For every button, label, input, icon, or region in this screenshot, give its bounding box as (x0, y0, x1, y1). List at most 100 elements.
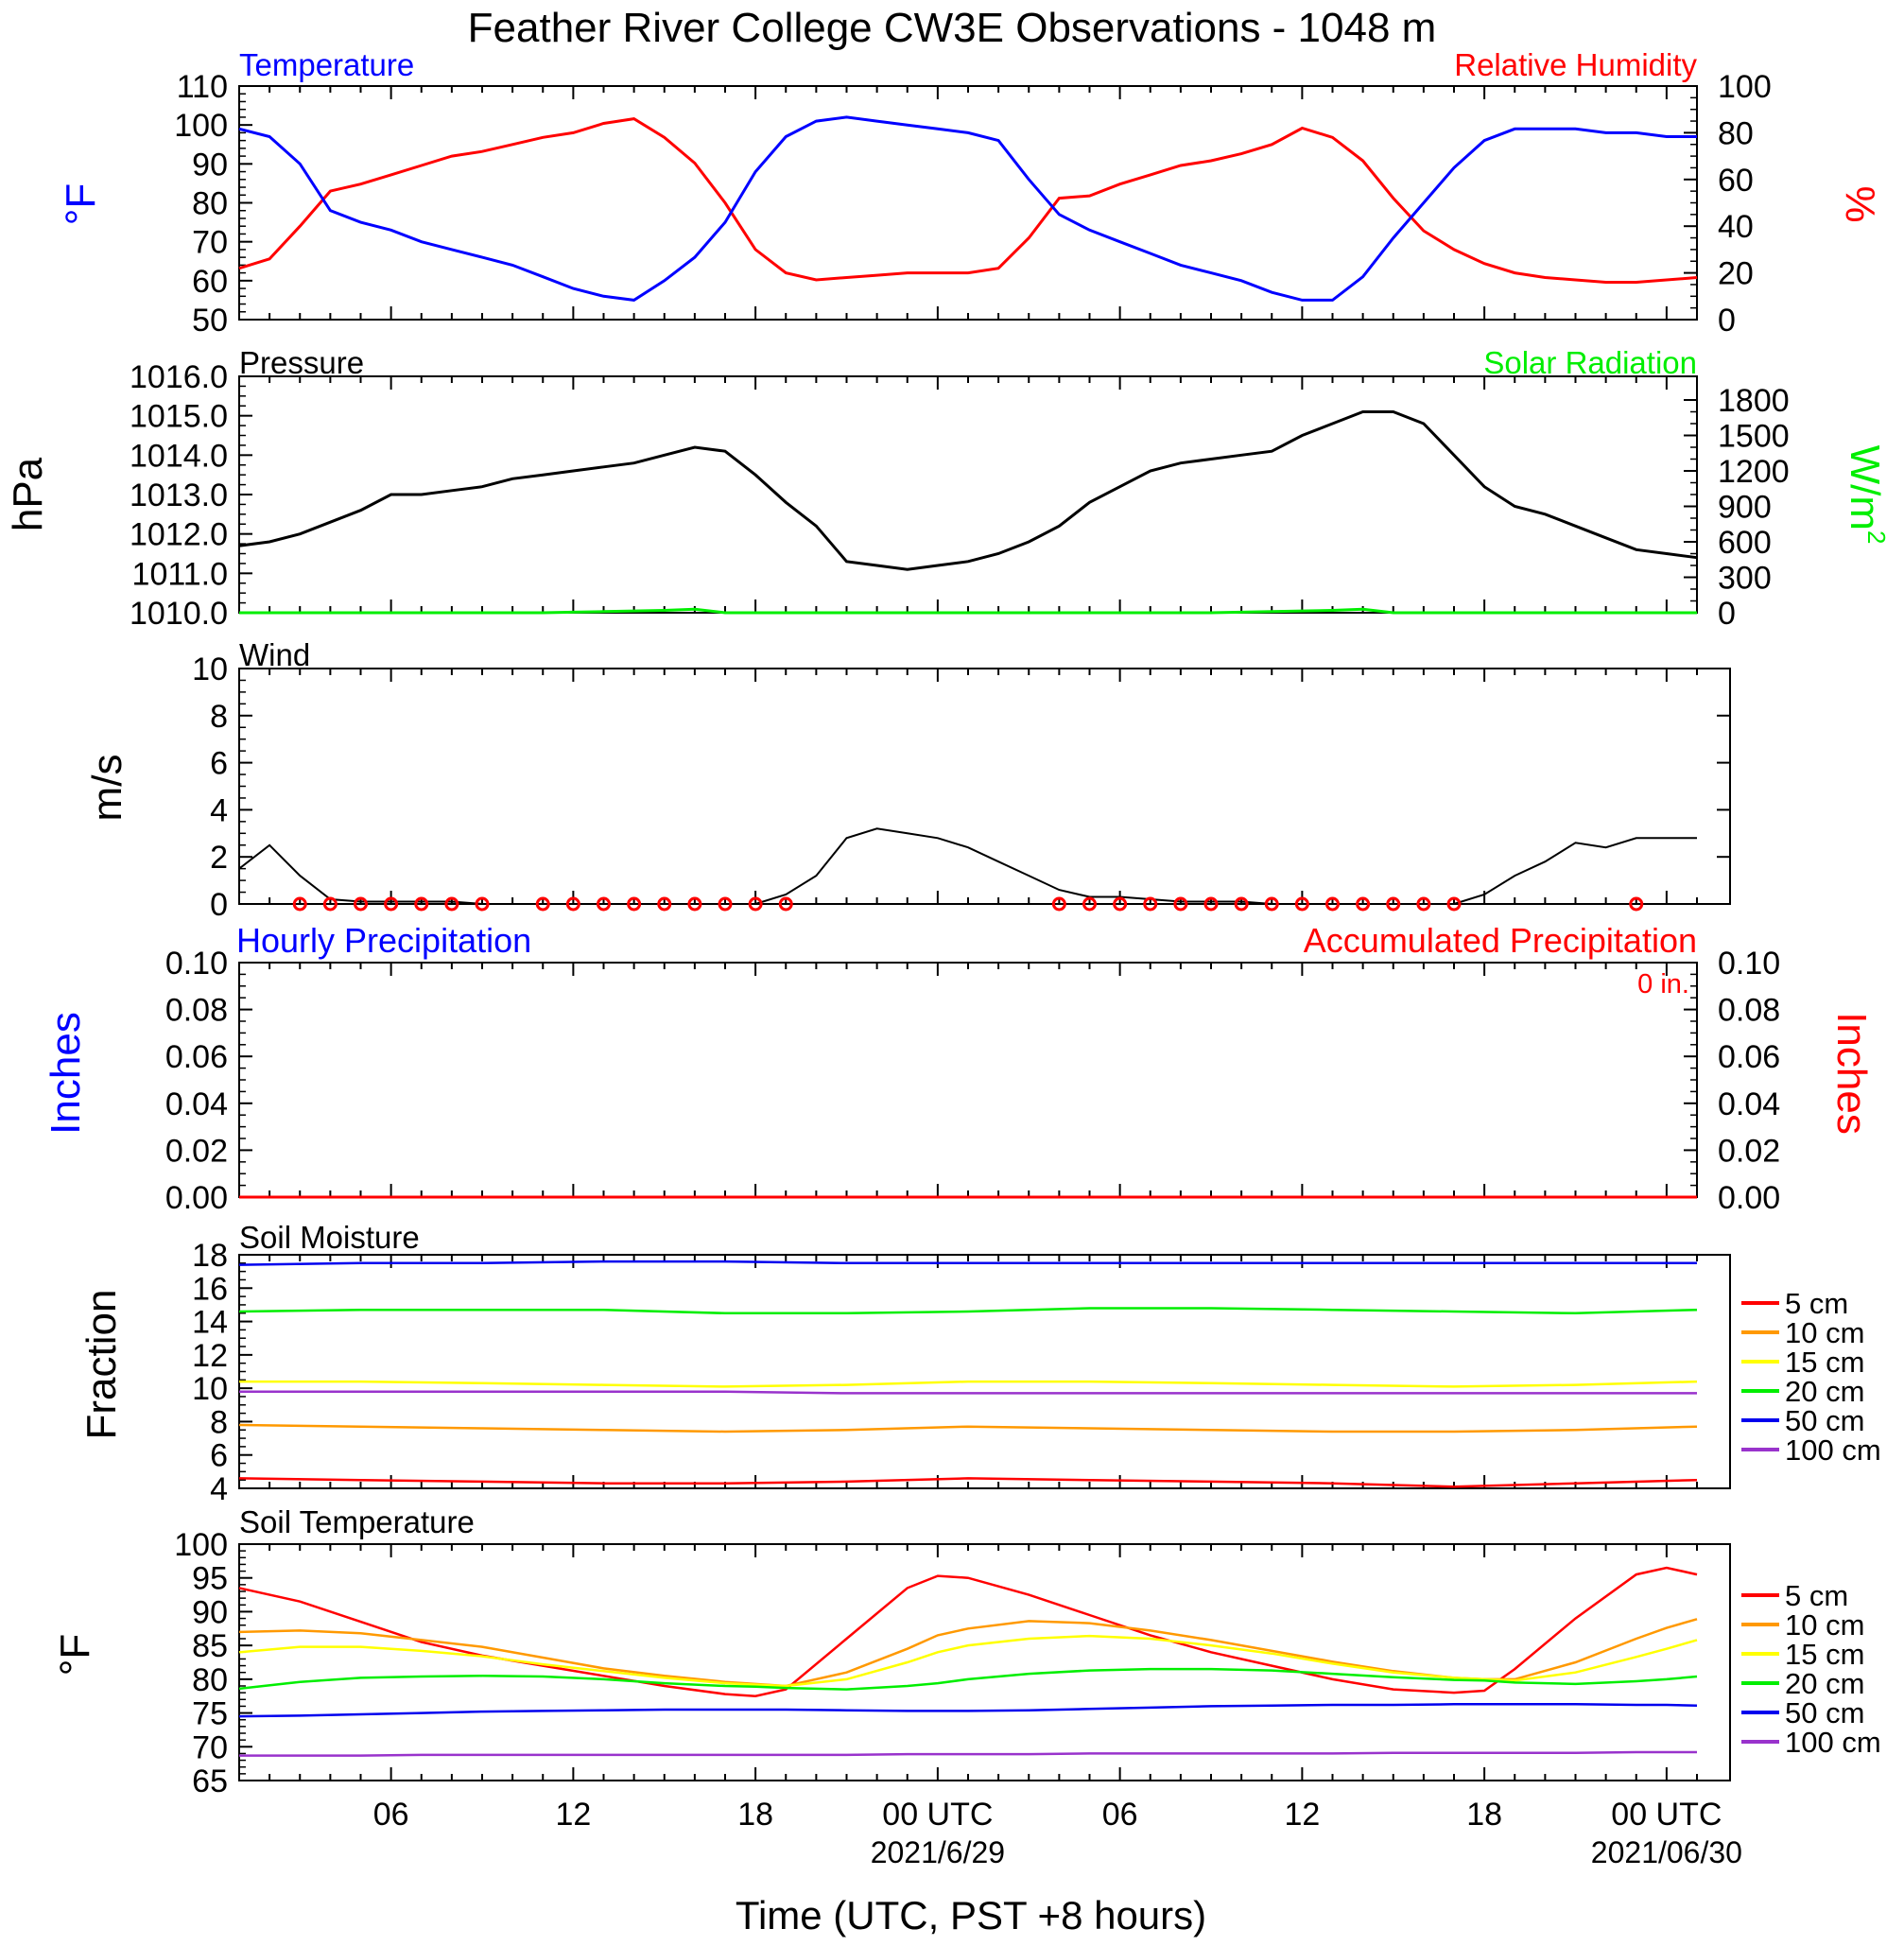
y-tick-label: 0.04 (165, 1086, 228, 1122)
temperature-line (238, 115, 1697, 302)
y-tick-label: 70 (192, 1729, 228, 1765)
x-tick-label: 12 (555, 1797, 591, 1833)
soil-moisture-line (238, 1423, 1698, 1433)
solar-unit: W/m2 (1842, 445, 1891, 545)
soil-temperature-line (238, 1634, 1698, 1688)
calm-wind-marker (1173, 896, 1188, 912)
y-tick-label: 60 (192, 264, 228, 300)
y-tick-label: 18 (192, 1238, 228, 1274)
y-tick-label: 0 (210, 887, 228, 923)
x-tick-label: 18 (1466, 1797, 1502, 1833)
y-tick-label: 0.04 (1718, 1086, 1780, 1122)
calm-wind-marker (718, 896, 733, 912)
pressure-title: Pressure (239, 345, 364, 380)
y-tick-label: 14 (192, 1305, 228, 1341)
accum-precip-title: Accumulated Precipitation (1304, 921, 1697, 960)
y-tick-label: 1014.0 (130, 438, 228, 474)
y-tick-label: 1015.0 (130, 399, 228, 435)
y-tick-label: 100 (1718, 69, 1772, 105)
y-tick-label: 0.00 (1718, 1180, 1780, 1216)
y-tick-label: 80 (192, 1662, 228, 1698)
y-tick-label: 80 (1718, 115, 1754, 151)
pressure-line (238, 410, 1698, 571)
calm-wind-marker (1082, 896, 1097, 912)
calm-wind-marker (1386, 896, 1401, 912)
legend-label: 100 cm (1785, 1433, 1881, 1467)
legend-label: 5 cm (1785, 1579, 1848, 1612)
plot-frame (238, 85, 1698, 321)
plot-frame (238, 1254, 1731, 1489)
y-tick-label: 6 (210, 746, 228, 782)
x-tick-label: 00 UTC (882, 1797, 993, 1833)
y-tick-label: 0.08 (1718, 993, 1780, 1029)
y-tick-label: 300 (1718, 561, 1772, 597)
legend-label: 50 cm (1785, 1404, 1864, 1437)
calm-wind-marker (1416, 896, 1431, 912)
y-tick-label: 60 (1718, 163, 1754, 199)
pressure-unit: hPa (5, 457, 51, 531)
y-tick-label: 600 (1718, 525, 1772, 561)
soil-temperature-line (238, 1667, 1698, 1691)
soil-temperature-title: Soil Temperature (239, 1504, 475, 1539)
y-tick-label: 80 (192, 186, 228, 222)
y-tick-label: 1011.0 (132, 556, 228, 592)
y-tick-label: 40 (1718, 209, 1754, 245)
y-tick-label: 20 (1718, 256, 1754, 292)
y-tick-label: 0.10 (165, 946, 228, 982)
calm-wind-marker (1294, 896, 1309, 912)
humidity-title: Relative Humidity (1454, 47, 1697, 82)
calm-wind-marker (748, 896, 763, 912)
wind-unit: m/s (84, 755, 130, 822)
y-tick-label: 10 (192, 1371, 228, 1407)
calm-wind-marker (1356, 896, 1371, 912)
legend-label: 20 cm (1785, 1667, 1864, 1700)
legend-label: 10 cm (1785, 1316, 1864, 1349)
x-date-label: 2021/6/29 (871, 1835, 1005, 1869)
hourly-precip-title: Hourly Precipitation (236, 921, 531, 960)
figure-title: Feather River College CW3E Observations … (468, 5, 1437, 51)
x-tick-label: 06 (373, 1797, 409, 1833)
calm-wind-marker (778, 896, 793, 912)
humidity-line (238, 117, 1698, 284)
y-tick-label: 4 (210, 792, 228, 828)
x-tick-label: 00 UTC (1611, 1797, 1722, 1833)
calm-wind-marker (1325, 896, 1340, 912)
calm-wind-marker (1264, 896, 1279, 912)
legend-label: 15 cm (1785, 1346, 1864, 1379)
x-tick-label: 06 (1102, 1797, 1138, 1833)
y-tick-label: 90 (192, 1594, 228, 1630)
y-tick-label: 1012.0 (130, 517, 228, 553)
y-tick-label: 6 (210, 1438, 228, 1474)
y-tick-label: 110 (177, 69, 228, 105)
plot-frame (238, 962, 1698, 1198)
soil-temperature-line (238, 1703, 1698, 1718)
y-tick-label: 100 (174, 108, 228, 144)
wind-title: Wind (239, 637, 310, 672)
calm-wind-marker (475, 896, 490, 912)
plot-frame (238, 668, 1731, 905)
x-axis-label: Time (UTC, PST +8 hours) (736, 1893, 1206, 1937)
y-tick-label: 900 (1718, 490, 1772, 526)
soil-moisture-unit: Fraction (78, 1290, 125, 1440)
y-tick-label: 50 (192, 303, 228, 339)
plot-frame (238, 1543, 1731, 1781)
y-tick-label: 12 (192, 1338, 228, 1374)
temperature-title: Temperature (239, 47, 414, 82)
y-tick-label: 100 (174, 1527, 228, 1563)
y-tick-label: 0.00 (165, 1180, 228, 1216)
solar-line (239, 607, 1697, 615)
y-tick-label: 0.02 (165, 1133, 228, 1169)
y-tick-label: 1010.0 (130, 596, 228, 632)
x-date-label: 2021/06/30 (1591, 1835, 1742, 1869)
calm-wind-marker (627, 896, 642, 912)
y-tick-label: 10 (192, 652, 228, 687)
legend-label: 10 cm (1785, 1608, 1864, 1642)
calm-wind-marker (1113, 896, 1128, 912)
calm-wind-marker (1051, 896, 1066, 912)
temperature-unit: °F (58, 183, 104, 225)
y-tick-label: 75 (192, 1696, 228, 1732)
calm-wind-marker (1446, 896, 1462, 912)
